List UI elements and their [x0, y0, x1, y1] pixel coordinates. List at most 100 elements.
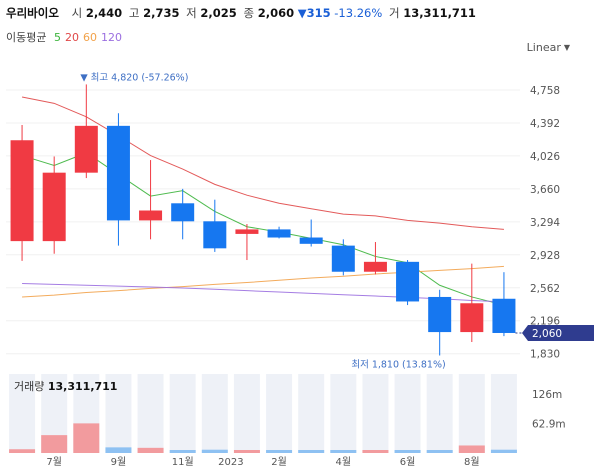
x-tick-label: 8월 [464, 456, 480, 468]
candle-body [139, 210, 163, 221]
candle [10, 124, 34, 261]
change-value: 315 [306, 6, 331, 20]
volume-bar [330, 450, 357, 453]
ma-legend-60[interactable]: 60 [82, 31, 97, 44]
candle-body [235, 229, 259, 234]
ma-legend-120[interactable]: 120 [100, 31, 122, 44]
volume-panel-label: 거래량 [14, 380, 45, 393]
candle-body [396, 261, 420, 302]
candle-body [492, 298, 516, 333]
ma-line-20 [21, 96, 504, 230]
stock-name: 우리바이오 [6, 6, 59, 20]
volume-bg-column [394, 374, 421, 453]
volume-bar [266, 450, 293, 453]
candle [396, 260, 420, 306]
candle-body [74, 125, 98, 173]
candle [460, 263, 484, 342]
volume-bg-column [201, 374, 228, 453]
volume-bg-column [490, 374, 517, 453]
scale-toggle-button[interactable]: Linear ▼ [527, 41, 570, 54]
volume-bar [201, 449, 228, 453]
volume-bar [298, 450, 325, 453]
candle [235, 224, 259, 261]
volume-value: 13,311,711 [403, 6, 476, 20]
current-price-tag [522, 324, 594, 341]
close-label: 종 [243, 6, 255, 20]
low-label: 저 [186, 6, 197, 20]
candle [331, 239, 355, 276]
ma-line-5 [21, 152, 505, 306]
close-value: 2,060 [257, 6, 295, 20]
candle-body [428, 296, 452, 333]
volume-bg-column [362, 374, 389, 453]
candle [203, 199, 227, 252]
volume-axis-label: 62.9m [532, 418, 566, 430]
volume-bar [394, 450, 421, 453]
high-value: 2,735 [143, 6, 180, 20]
volume-bar [105, 447, 132, 453]
candle [139, 160, 163, 240]
volume-bar [169, 450, 196, 453]
volume-panel-value: 13,311,711 [47, 380, 118, 393]
chevron-down-icon: ▼ [563, 43, 570, 52]
volume-axis-label: 126m [532, 389, 562, 401]
scale-label: Linear [526, 41, 561, 54]
candle [106, 113, 130, 246]
low-value: 2,025 [200, 6, 237, 20]
ma-legend-20[interactable]: 20 [64, 31, 79, 44]
high-label: 고 [128, 6, 140, 20]
candle-body [460, 303, 484, 333]
y-tick-label: 2,928 [530, 250, 560, 262]
y-tick-label: 4,392 [530, 118, 560, 130]
candle [171, 188, 195, 240]
volume-panel-title: 거래량 13,311,711 [14, 378, 117, 394]
candle-body [42, 172, 66, 242]
volume-bg-column [9, 374, 36, 453]
y-tick-label: 3,294 [530, 217, 560, 229]
candle-body [363, 261, 387, 272]
x-tick-label: 4월 [336, 456, 352, 468]
volume-bar [362, 450, 389, 453]
volume-bg-column [458, 374, 485, 453]
volume-label: 거 [388, 6, 400, 20]
volume-bg-column [298, 374, 325, 453]
candle-body [299, 237, 323, 244]
x-tick-label: 11월 [172, 456, 194, 468]
change-percent: -13.26% [334, 6, 383, 20]
low-annotation: 최저 1,810 (13.81%) [351, 359, 445, 370]
current-price-label: 2,060 [532, 328, 562, 340]
volume-bar [9, 449, 36, 453]
volume-bg-column [137, 374, 164, 453]
volume-bar [458, 445, 485, 453]
candle-body [331, 245, 355, 272]
candle [363, 242, 387, 275]
volume-bar [426, 450, 453, 453]
y-tick-label: 4,026 [530, 151, 560, 163]
y-tick-label: 4,758 [530, 85, 560, 97]
candle-body [106, 125, 130, 221]
candle-body [267, 229, 291, 238]
change-down-arrow-icon: ▼ [297, 6, 307, 20]
volume-bg-column [233, 374, 260, 453]
candle-body [171, 203, 195, 222]
candle-body [10, 140, 34, 242]
candle [428, 289, 452, 356]
volume-bg-column [105, 374, 132, 453]
volume-bg-column [266, 374, 293, 453]
candle [74, 84, 98, 179]
candle-body [203, 221, 227, 249]
x-tick-label: 6월 [400, 456, 416, 468]
candle [299, 219, 323, 247]
ma-line-60 [22, 265, 504, 298]
ma-legend-5[interactable]: 5 [53, 31, 61, 44]
y-tick-label: 1,830 [530, 349, 560, 361]
y-tick-label: 2,196 [530, 316, 560, 328]
volume-bar [490, 449, 517, 453]
y-tick-label: 3,660 [530, 184, 560, 196]
volume-bg-column [330, 374, 357, 453]
volume-bar [73, 423, 100, 453]
volume-bar [137, 447, 164, 453]
volume-bg-column [169, 374, 196, 453]
x-tick-label: 7월 [46, 456, 62, 468]
